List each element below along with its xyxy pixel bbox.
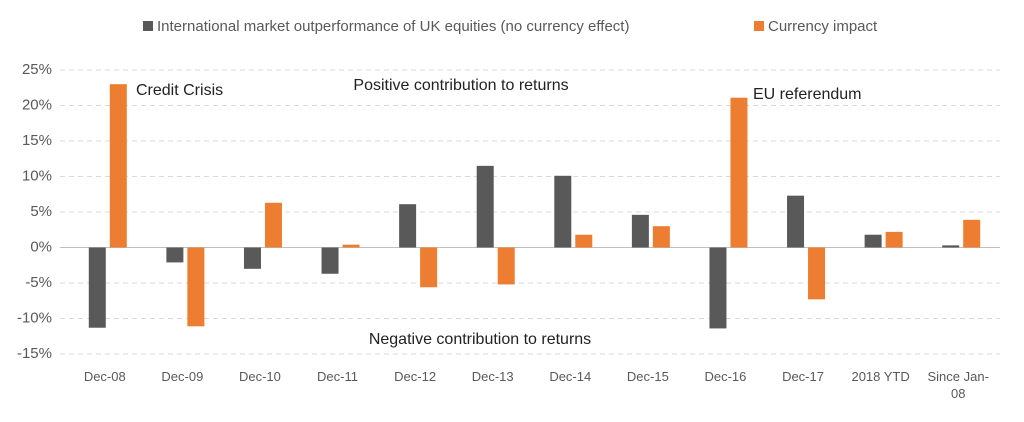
- x-tick-label: Dec-16: [704, 369, 747, 384]
- x-tick-label: Dec-10: [238, 369, 281, 384]
- y-tick-label: 0%: [30, 238, 52, 255]
- y-tick-label: -15%: [17, 345, 52, 362]
- bar: [166, 247, 184, 263]
- bar: [652, 226, 670, 248]
- bar: [709, 247, 727, 329]
- x-tick-label: Dec-12: [394, 369, 437, 384]
- y-tick-label: -10%: [17, 309, 52, 326]
- bar: [420, 247, 438, 288]
- y-tick-label: 20%: [22, 96, 52, 113]
- bar: [942, 245, 960, 248]
- bar: [864, 234, 882, 248]
- y-tick-label: -5%: [25, 274, 52, 291]
- bar: [321, 247, 339, 274]
- x-tick-label: Dec-15: [626, 369, 669, 384]
- bar: [264, 202, 282, 248]
- bar: [476, 165, 494, 248]
- x-tick-label: Dec-09: [161, 369, 204, 384]
- y-tick-label: 10%: [22, 167, 52, 184]
- bar: [88, 247, 106, 328]
- x-tick-label: 2018 YTD: [851, 369, 910, 384]
- annotation: Credit Crisis: [136, 82, 223, 99]
- annotation: EU referendum: [753, 86, 862, 103]
- legend-label: International market outperformance of U…: [157, 18, 629, 35]
- x-tick-label: Dec-11: [317, 369, 358, 384]
- bar: [187, 247, 205, 327]
- x-tick-label: Dec-08: [83, 369, 126, 384]
- bar: [243, 247, 261, 269]
- x-tick-label: Dec-14: [549, 369, 592, 384]
- bar: [554, 175, 572, 248]
- bar: [631, 214, 649, 248]
- x-tick-label: Dec-17: [782, 369, 824, 384]
- bar: [963, 219, 981, 248]
- bar: [885, 231, 903, 248]
- legend-label: Currency impact: [768, 18, 878, 35]
- legend-swatch: [754, 21, 764, 31]
- bar: [575, 234, 593, 248]
- y-tick-label: 15%: [22, 132, 52, 149]
- bar: [730, 97, 748, 248]
- annotation: Negative contribution to returns: [369, 331, 591, 348]
- bar: [808, 247, 826, 300]
- bar: [497, 247, 515, 285]
- bar: [787, 195, 805, 248]
- y-tick-label: 5%: [30, 203, 52, 220]
- annotation: Positive contribution to returns: [353, 77, 568, 94]
- bar: [342, 244, 360, 248]
- legend-swatch: [143, 21, 153, 31]
- x-tick-label: Since Jan-08: [927, 369, 989, 401]
- bar: [399, 204, 417, 248]
- y-tick-label: 25%: [22, 61, 52, 78]
- bar: [109, 84, 127, 248]
- x-tick-label: Dec-13: [471, 369, 514, 384]
